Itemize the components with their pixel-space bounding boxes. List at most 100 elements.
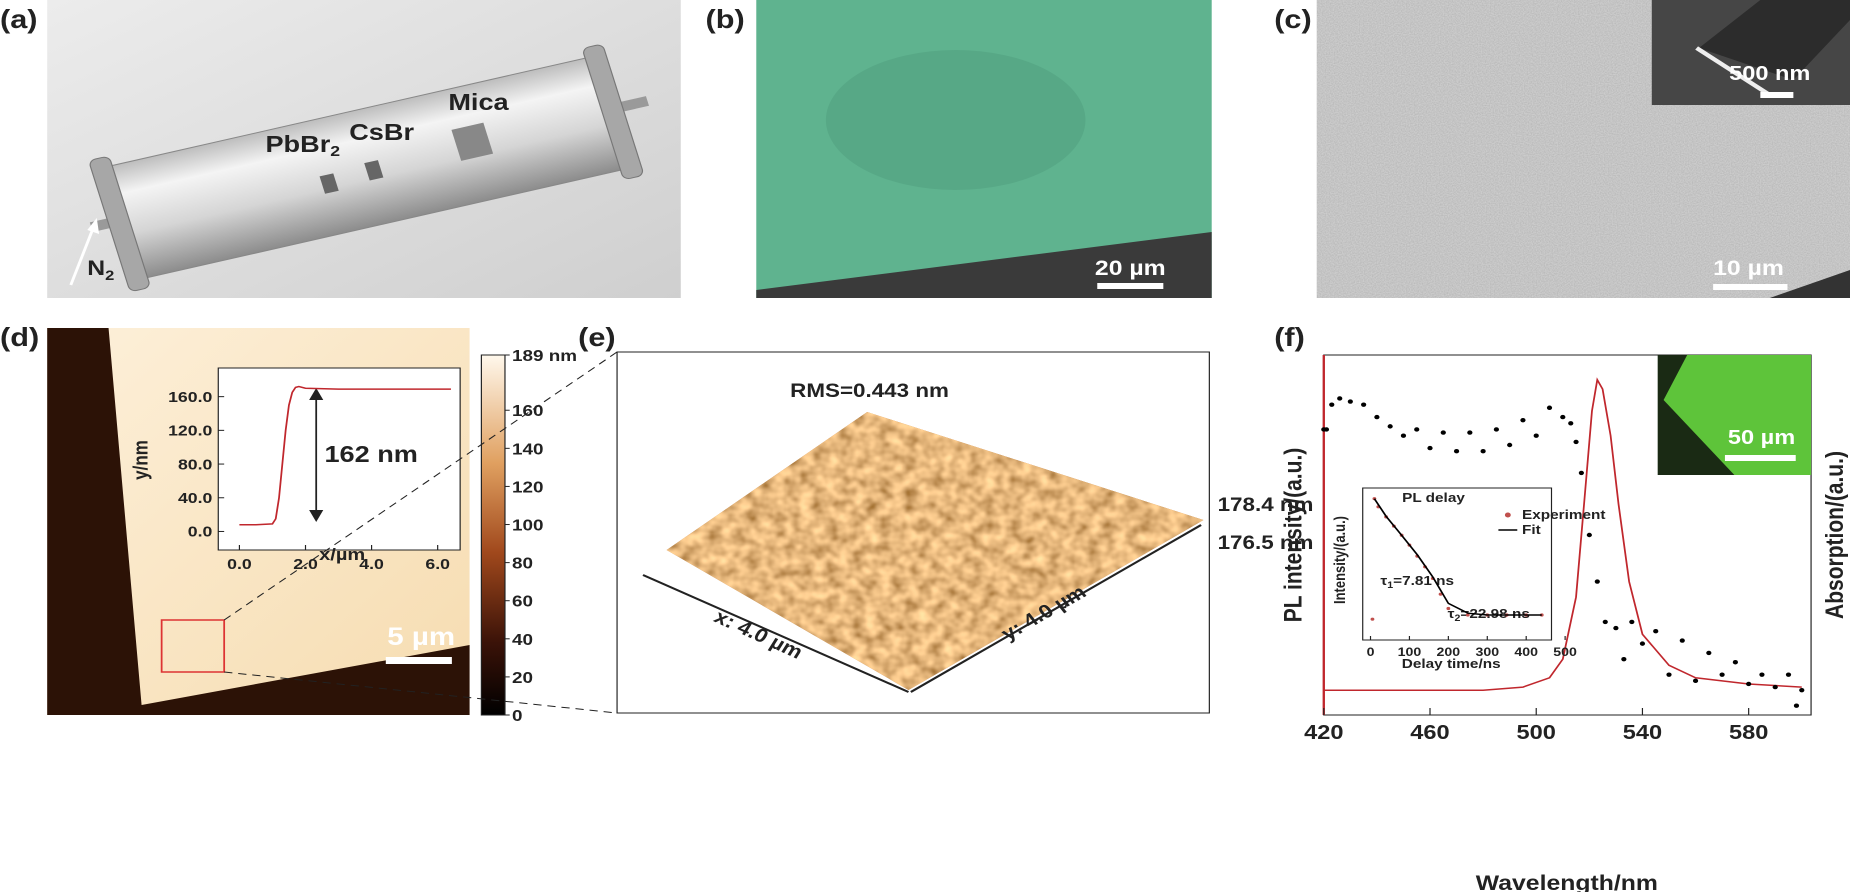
flake-edge — [1695, 46, 1772, 97]
subscript: 2 — [330, 143, 340, 159]
data-point — [1507, 442, 1513, 448]
data-point — [1799, 687, 1805, 693]
y-axis — [910, 524, 1202, 693]
colorbar — [480, 354, 506, 716]
label-text: Mica — [448, 90, 509, 116]
y-tick-label: 160.0 — [168, 389, 212, 405]
scale-bar — [1713, 284, 1788, 290]
data-point — [1427, 445, 1433, 451]
scale-label: 20 µm — [1095, 256, 1166, 280]
x-axis-label: Delay time/ns — [1402, 657, 1501, 672]
colorbar-tick-label: 189 nm — [512, 346, 577, 364]
colorbar-tick-label: 100 — [512, 516, 543, 534]
data-point — [1337, 396, 1343, 401]
panel-b: 20 µm (b) — [706, 0, 1212, 298]
data-point — [1732, 660, 1738, 665]
data-point — [1772, 684, 1778, 690]
x-tick-label: 200 — [1437, 645, 1461, 659]
scale-label: 50 µm — [1728, 426, 1795, 449]
data-point — [1400, 433, 1407, 438]
data-point — [1560, 414, 1566, 420]
roi — [160, 619, 226, 673]
symbol: τ — [1380, 574, 1388, 589]
end-cap — [89, 156, 150, 292]
data-point — [1653, 629, 1659, 634]
label-text: CsBr — [349, 120, 414, 146]
annotation-text: =7.81 ns — [1393, 574, 1454, 589]
data-point — [1578, 470, 1584, 476]
inset-frame — [217, 367, 461, 551]
crucible — [319, 173, 339, 194]
data-point — [1793, 703, 1800, 708]
data-point — [1370, 617, 1375, 621]
panel-d: 5 µm 162 nm x/µm y/nm (d) — [0, 323, 618, 716]
x-tick-label: 500 — [1517, 721, 1556, 744]
x-tick-label: 2.0 — [293, 556, 318, 572]
arrow — [69, 224, 96, 286]
x-tick-label: 460 — [1410, 721, 1449, 744]
x-axis — [642, 574, 910, 693]
data-point — [1533, 433, 1539, 438]
y-tick-label: 120.0 — [168, 423, 212, 439]
data-point — [1629, 619, 1635, 625]
colorbar-tick-label: 160 — [512, 402, 543, 420]
panel-label: (c) — [1274, 5, 1311, 34]
annotation: 162 nm — [324, 442, 417, 468]
end-cap — [583, 44, 644, 180]
panel-a: PbBr2 CsBr Mica N2 (a) — [0, 0, 681, 298]
data-point — [1746, 681, 1752, 687]
data-point — [1361, 402, 1367, 407]
data-point — [1666, 672, 1672, 677]
colorbar-tick-label: 60 — [512, 592, 533, 610]
shade — [825, 50, 1086, 190]
y-tick-label: 80.0 — [178, 457, 212, 473]
colorbar-tick-label: 120 — [512, 478, 543, 496]
data-point — [1706, 650, 1712, 656]
data-point — [1480, 449, 1486, 454]
y-tick-label: 0.0 — [188, 524, 213, 540]
substrate-edge — [756, 232, 1212, 298]
data-point — [1446, 606, 1451, 611]
panel-label: (e) — [578, 323, 615, 352]
scale-bar — [1097, 283, 1164, 289]
data-point — [1639, 641, 1646, 646]
edge — [1769, 270, 1850, 298]
x-tick-label: 0 — [1367, 645, 1375, 659]
tube-render — [89, 44, 649, 292]
data-line — [1323, 377, 1802, 691]
data-point — [1602, 619, 1608, 625]
y-axis-label: PL intensity/(a.u.) — [1279, 448, 1307, 623]
data-point — [1573, 439, 1579, 445]
crucible — [364, 160, 384, 181]
panel-label: (b) — [706, 5, 745, 34]
x-tick-label: 300 — [1475, 645, 1499, 659]
panel-label: (a) — [0, 5, 37, 34]
colorbar-tick-label: 40 — [512, 630, 533, 648]
x-tick-label: 6.0 — [425, 556, 450, 572]
x-tick-label: 4.0 — [359, 556, 384, 572]
annotation: τ1=7.81 ns — [1380, 574, 1454, 591]
zoom-line — [224, 671, 618, 714]
y-tick-label: 40.0 — [178, 490, 212, 506]
z-label: 178.4 nm — [1218, 495, 1314, 516]
colorbar-tick-label: 20 — [512, 668, 533, 686]
data-point — [1493, 427, 1499, 432]
scale-label: 10 µm — [1713, 256, 1784, 280]
substrate — [47, 328, 470, 715]
data-point — [1594, 579, 1600, 584]
label-text: N2 — [87, 256, 114, 284]
flake — [1663, 355, 1812, 475]
x-tick-label: 420 — [1304, 721, 1343, 744]
data-point — [1329, 402, 1335, 407]
data-point — [1467, 430, 1473, 435]
label-text: N — [87, 256, 105, 280]
scale-bar — [1760, 92, 1794, 98]
data-point — [1453, 449, 1460, 454]
scale-label: 5 µm — [387, 622, 455, 650]
mica-substrate — [451, 122, 494, 161]
x-tick-label: 0.0 — [227, 556, 252, 572]
x-tick-label: 100 — [1398, 645, 1422, 659]
